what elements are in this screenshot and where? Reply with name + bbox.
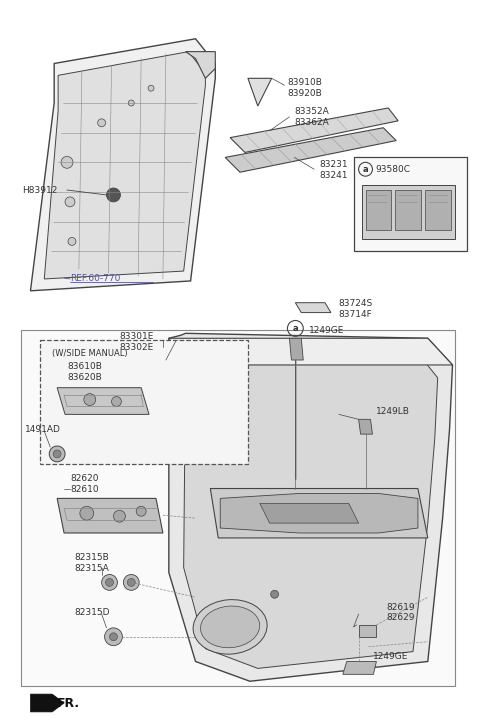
Polygon shape: [230, 108, 398, 153]
Polygon shape: [186, 51, 216, 78]
Text: 83610B: 83610B: [67, 362, 102, 372]
Circle shape: [109, 633, 118, 641]
Polygon shape: [260, 503, 359, 523]
Polygon shape: [343, 662, 376, 675]
Circle shape: [65, 197, 75, 207]
Text: 83241: 83241: [319, 171, 348, 180]
Bar: [395, 190, 421, 229]
Text: FR.: FR.: [57, 696, 80, 709]
Text: REF.60-770: REF.60-770: [70, 275, 120, 283]
Circle shape: [97, 119, 106, 127]
Polygon shape: [30, 39, 216, 291]
Ellipse shape: [193, 599, 267, 654]
Polygon shape: [295, 303, 331, 312]
Text: 1249LB: 1249LB: [376, 407, 410, 416]
Text: 82315D: 82315D: [74, 607, 109, 617]
Text: 83620B: 83620B: [67, 373, 102, 382]
Text: 1491AD: 1491AD: [24, 424, 60, 434]
Text: 83714F: 83714F: [339, 310, 372, 319]
Text: 82620: 82620: [70, 474, 98, 483]
Text: 83302E: 83302E: [120, 343, 154, 351]
Polygon shape: [220, 494, 418, 533]
Circle shape: [80, 506, 94, 520]
Polygon shape: [169, 333, 453, 681]
Text: 83920B: 83920B: [288, 89, 322, 98]
Circle shape: [113, 510, 125, 522]
Circle shape: [107, 188, 120, 202]
Ellipse shape: [201, 606, 260, 648]
Text: 83231: 83231: [319, 160, 348, 168]
Circle shape: [61, 156, 73, 168]
Circle shape: [84, 393, 96, 406]
Circle shape: [136, 506, 146, 516]
Circle shape: [111, 397, 121, 406]
Text: 1249GE: 1249GE: [373, 652, 409, 661]
Text: a: a: [363, 165, 368, 174]
Circle shape: [271, 590, 278, 598]
Bar: [21, 330, 456, 686]
Bar: [425, 190, 451, 229]
Text: 82315B: 82315B: [74, 553, 108, 562]
Text: (W/SIDE MANUAL): (W/SIDE MANUAL): [52, 348, 128, 358]
Text: 1249GE: 1249GE: [309, 326, 345, 335]
Circle shape: [102, 575, 118, 590]
Text: 82619: 82619: [386, 603, 415, 612]
Bar: [40, 341, 248, 463]
Polygon shape: [289, 338, 303, 360]
Circle shape: [49, 446, 65, 462]
Text: 83910B: 83910B: [288, 78, 322, 87]
Circle shape: [148, 85, 154, 91]
Circle shape: [105, 628, 122, 646]
Circle shape: [128, 100, 134, 106]
Text: 83362A: 83362A: [294, 119, 329, 127]
Polygon shape: [169, 338, 453, 365]
Bar: [359, 625, 376, 637]
Text: 83301E: 83301E: [120, 332, 154, 341]
Circle shape: [53, 450, 61, 458]
Text: a: a: [292, 324, 298, 333]
Text: 82629: 82629: [386, 614, 415, 623]
Text: 83724S: 83724S: [339, 299, 373, 308]
Polygon shape: [248, 78, 272, 106]
Text: 82315A: 82315A: [74, 564, 108, 573]
Text: H83912: H83912: [23, 186, 58, 194]
Polygon shape: [210, 489, 428, 538]
Polygon shape: [359, 419, 372, 434]
Bar: [366, 190, 391, 229]
Text: 83352A: 83352A: [294, 108, 329, 116]
Polygon shape: [57, 498, 163, 533]
Bar: [354, 158, 468, 252]
Polygon shape: [225, 128, 396, 172]
Circle shape: [127, 578, 135, 586]
Circle shape: [123, 575, 139, 590]
Polygon shape: [57, 388, 149, 414]
Text: 93580C: 93580C: [375, 165, 410, 174]
Bar: [361, 185, 456, 239]
Circle shape: [106, 578, 113, 586]
Polygon shape: [30, 694, 64, 712]
Polygon shape: [44, 51, 205, 279]
Circle shape: [68, 237, 76, 245]
Polygon shape: [184, 348, 438, 668]
Text: 82610: 82610: [70, 485, 98, 494]
